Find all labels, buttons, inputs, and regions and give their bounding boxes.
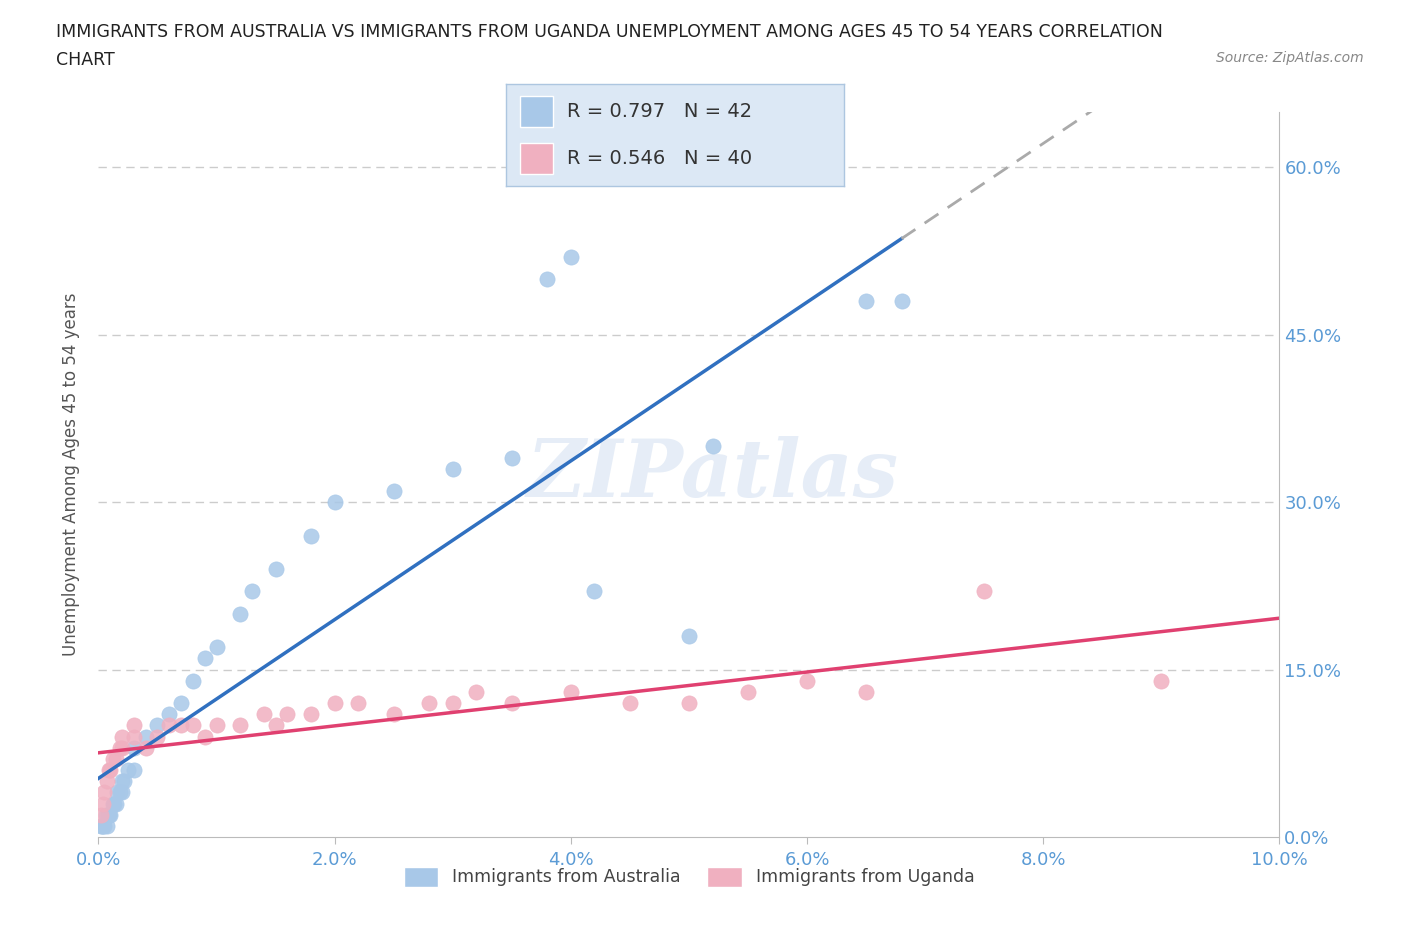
Point <box>90 818 112 833</box>
Text: ZIPatlas: ZIPatlas <box>526 435 898 513</box>
Point <box>98 807 121 822</box>
Point <box>264 718 287 733</box>
Point <box>702 439 724 454</box>
Point <box>146 718 169 733</box>
Point <box>112 774 135 789</box>
Point <box>253 707 276 722</box>
Point <box>678 629 700 644</box>
Point <box>678 696 700 711</box>
Point <box>347 696 370 711</box>
Point <box>205 718 228 733</box>
FancyBboxPatch shape <box>520 96 554 126</box>
Point <box>382 707 405 722</box>
Point <box>276 707 298 722</box>
Point <box>91 818 114 833</box>
Point <box>111 774 134 789</box>
Point <box>170 718 193 733</box>
Point <box>619 696 641 711</box>
Point <box>90 807 112 822</box>
Point <box>117 763 139 777</box>
Text: R = 0.546   N = 40: R = 0.546 N = 40 <box>567 149 752 168</box>
Y-axis label: Unemployment Among Ages 45 to 54 years: Unemployment Among Ages 45 to 54 years <box>62 293 80 656</box>
Point <box>97 807 120 822</box>
Point <box>382 484 405 498</box>
Point <box>229 606 252 621</box>
Point <box>157 718 180 733</box>
Point <box>105 785 128 800</box>
FancyBboxPatch shape <box>520 143 554 174</box>
Text: CHART: CHART <box>56 51 115 69</box>
Point <box>111 729 134 744</box>
Point <box>194 651 217 666</box>
Point <box>96 818 118 833</box>
Point <box>105 751 128 766</box>
Point <box>240 584 263 599</box>
Point <box>973 584 995 599</box>
Point <box>194 729 217 744</box>
Point <box>98 807 121 822</box>
Point <box>91 818 114 833</box>
Point <box>855 684 877 699</box>
Point <box>181 673 204 688</box>
Point <box>890 294 912 309</box>
Point <box>170 696 193 711</box>
Point <box>94 807 117 822</box>
Point <box>536 272 558 286</box>
Point <box>441 461 464 476</box>
Point <box>111 785 134 800</box>
Point <box>96 774 118 789</box>
Point <box>135 729 157 744</box>
Point <box>855 294 877 309</box>
Point <box>108 785 131 800</box>
Point <box>737 684 759 699</box>
Point <box>122 729 145 744</box>
Point <box>93 785 115 800</box>
Point <box>583 584 606 599</box>
Point <box>323 696 346 711</box>
Point <box>91 796 114 811</box>
Legend: Immigrants from Australia, Immigrants from Uganda: Immigrants from Australia, Immigrants fr… <box>396 859 981 894</box>
Point <box>1150 673 1173 688</box>
Point <box>796 673 818 688</box>
Point <box>560 249 582 264</box>
Point <box>418 696 440 711</box>
Point <box>229 718 252 733</box>
Point <box>465 684 488 699</box>
Point <box>101 796 124 811</box>
Point <box>501 450 523 465</box>
Point <box>205 640 228 655</box>
Point <box>122 763 145 777</box>
Point <box>181 718 204 733</box>
Point <box>299 528 322 543</box>
Point <box>323 495 346 510</box>
Point <box>122 718 145 733</box>
Point <box>122 740 145 755</box>
Point <box>299 707 322 722</box>
Point <box>103 796 125 811</box>
Point <box>441 696 464 711</box>
Point <box>101 751 124 766</box>
Point <box>105 796 128 811</box>
Point <box>560 684 582 699</box>
Point <box>157 707 180 722</box>
Point <box>98 763 121 777</box>
Point <box>98 763 121 777</box>
Point <box>264 562 287 577</box>
Text: R = 0.797   N = 42: R = 0.797 N = 42 <box>567 101 752 121</box>
Text: IMMIGRANTS FROM AUSTRALIA VS IMMIGRANTS FROM UGANDA UNEMPLOYMENT AMONG AGES 45 T: IMMIGRANTS FROM AUSTRALIA VS IMMIGRANTS … <box>56 23 1163 41</box>
Point <box>501 696 523 711</box>
Point <box>108 740 131 755</box>
Point <box>93 818 115 833</box>
Text: Source: ZipAtlas.com: Source: ZipAtlas.com <box>1216 51 1364 65</box>
Point <box>111 740 134 755</box>
Point <box>135 740 157 755</box>
Point <box>146 729 169 744</box>
